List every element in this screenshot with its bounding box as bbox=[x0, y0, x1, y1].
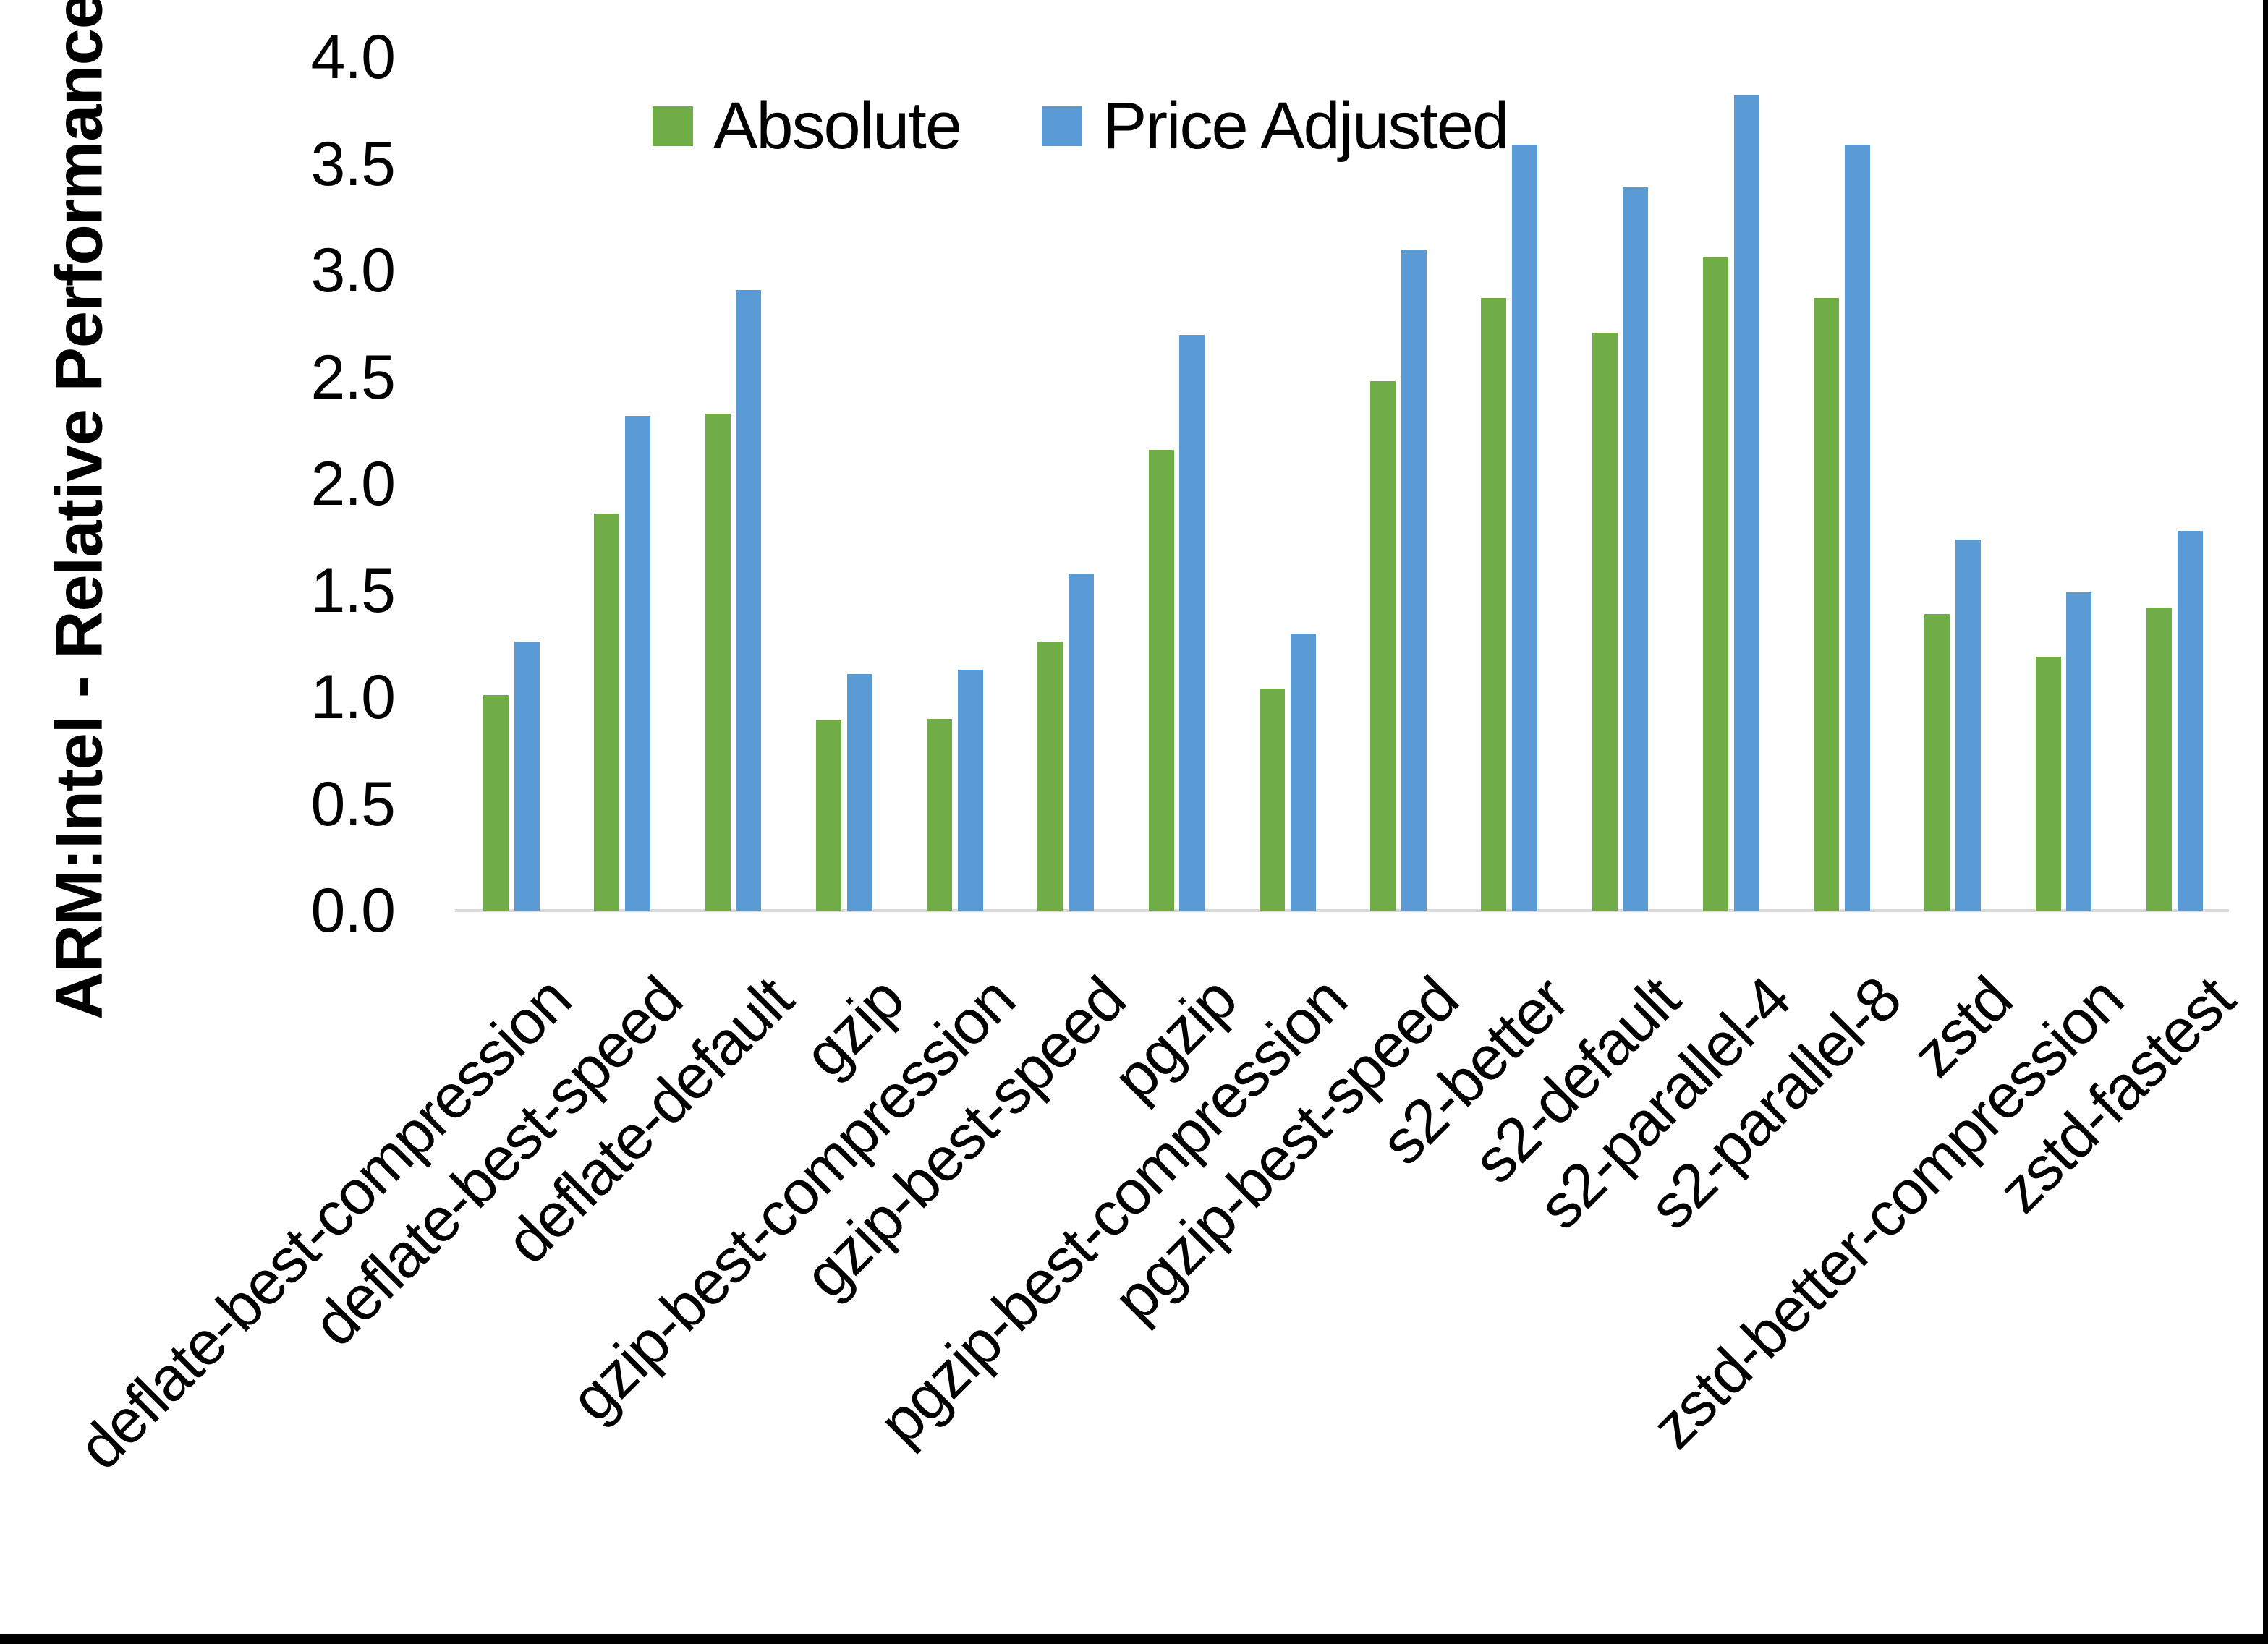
bar-absolute bbox=[2146, 608, 2172, 911]
bar-absolute bbox=[927, 718, 953, 911]
bar-price-adjusted bbox=[2066, 592, 2092, 911]
bar-price-adjusted bbox=[1844, 144, 1870, 911]
bar-absolute bbox=[1924, 613, 1950, 911]
bar-absolute bbox=[1702, 257, 1728, 911]
bar-absolute bbox=[483, 695, 509, 911]
bar-price-adjusted bbox=[1623, 187, 1649, 911]
y-tick-label: 1.5 bbox=[310, 555, 396, 626]
bar-absolute bbox=[1814, 298, 1840, 911]
screenshot-right-border bbox=[2263, 0, 2268, 1644]
bar-absolute bbox=[1481, 298, 1507, 911]
bar-price-adjusted bbox=[1179, 334, 1205, 911]
bar-absolute bbox=[1592, 332, 1618, 911]
bar-price-adjusted bbox=[846, 673, 872, 911]
legend-label-price-adjusted: Price Adjusted bbox=[1103, 89, 1509, 163]
bar-price-adjusted bbox=[1290, 633, 1316, 911]
bar-price-adjusted bbox=[625, 415, 651, 911]
bar-absolute bbox=[1370, 381, 1396, 911]
x-axis-line bbox=[455, 909, 2229, 912]
bar-absolute bbox=[2035, 656, 2061, 911]
bar-absolute bbox=[705, 413, 731, 911]
absolute-series-swatch-icon bbox=[653, 106, 693, 146]
bar-price-adjusted bbox=[1069, 573, 1095, 911]
legend-item-price-adjusted: Price Adjusted bbox=[1042, 88, 1509, 164]
y-tick-label: 2.5 bbox=[310, 342, 396, 412]
legend-item-absolute: Absolute bbox=[653, 88, 962, 164]
bar-absolute bbox=[1148, 449, 1174, 911]
bar-absolute bbox=[1037, 642, 1063, 911]
legend: Absolute Price Adjusted bbox=[653, 88, 1509, 164]
bar-absolute bbox=[594, 514, 620, 911]
bar-price-adjusted bbox=[957, 669, 983, 911]
bar-absolute bbox=[815, 720, 841, 911]
y-tick-label: 0.0 bbox=[310, 876, 396, 945]
y-tick-label: 2.0 bbox=[310, 449, 396, 519]
bar-price-adjusted bbox=[1512, 144, 1538, 911]
bar-price-adjusted bbox=[1401, 249, 1427, 911]
bar-price-adjusted bbox=[1955, 539, 1982, 911]
screenshot-bottom-border bbox=[0, 1634, 2268, 1644]
y-tick-label: 3.5 bbox=[310, 129, 396, 199]
bar-price-adjusted bbox=[514, 642, 540, 911]
bar-price-adjusted bbox=[2177, 530, 2203, 911]
price-adjusted-series-swatch-icon bbox=[1042, 106, 1083, 146]
legend-label-absolute: Absolute bbox=[713, 89, 962, 163]
bar-price-adjusted bbox=[1733, 95, 1759, 911]
bar-absolute bbox=[1259, 689, 1285, 911]
y-tick-label: 1.0 bbox=[310, 663, 396, 732]
y-tick-label: 0.5 bbox=[310, 769, 396, 839]
plot-area bbox=[455, 0, 2229, 912]
bar-price-adjusted bbox=[736, 289, 762, 911]
y-tick-label: 4.0 bbox=[310, 22, 396, 92]
y-tick-label: 3.0 bbox=[310, 236, 396, 305]
